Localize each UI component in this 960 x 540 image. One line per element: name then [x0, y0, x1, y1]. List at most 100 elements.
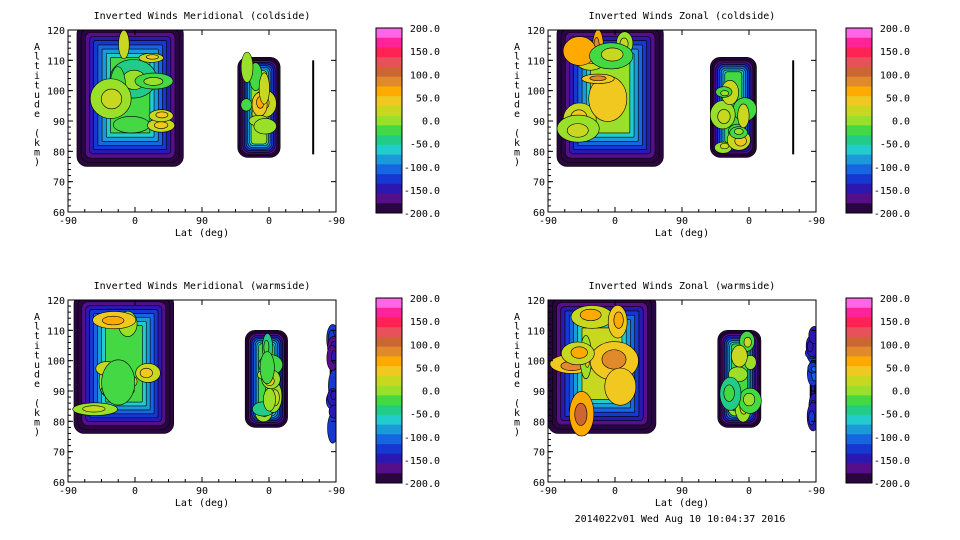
y-tick-label: 60: [53, 208, 65, 219]
colorbar-swatch: [846, 444, 872, 455]
colorbar-swatch: [376, 164, 402, 175]
colorbar-swatch: [376, 434, 402, 445]
y-tick-label: 60: [533, 208, 545, 219]
colorbar-label: -150.0: [404, 186, 440, 197]
colorbar-swatch: [846, 375, 872, 386]
colorbar-swatch: [376, 346, 402, 357]
colorbar-label: 200.0: [410, 294, 440, 305]
contour-patch: [258, 72, 270, 105]
y-tick-label: 120: [527, 296, 545, 307]
y-tick-label: 120: [47, 296, 65, 307]
contour-patch: [112, 116, 150, 134]
contour-region: [325, 324, 336, 444]
colorbar-swatch: [846, 405, 872, 416]
footer-timestamp: 2014022v01 Wed Aug 10 10:04:37 2016: [574, 514, 786, 525]
colorbar-label: -200.0: [404, 479, 440, 490]
contour-patch: [155, 111, 169, 119]
colorbar-swatch: [846, 174, 872, 185]
y-tick-label: 100: [527, 87, 545, 98]
colorbar-label: -100.0: [404, 433, 440, 444]
colorbar-swatch: [846, 183, 872, 194]
contour-region: [312, 60, 315, 155]
contour-patch: [330, 390, 336, 400]
colorbar-swatch: [376, 96, 402, 107]
contour-patch: [731, 344, 748, 368]
colorbar-label: 100.0: [410, 340, 440, 351]
colorbar-swatch: [846, 115, 872, 126]
x-axis-label: Lat (deg): [655, 228, 709, 239]
contour-patch: [574, 402, 588, 426]
contour-region-edge: [312, 60, 315, 155]
colorbar-frame: [845, 297, 873, 484]
y-tick-label: 80: [533, 417, 545, 428]
colorbar-swatch: [846, 453, 872, 464]
contour-patch: [723, 384, 735, 402]
x-axis-label: Lat (deg): [655, 498, 709, 509]
colorbar-swatch: [846, 57, 872, 68]
y-tick-label: 100: [527, 357, 545, 368]
colorbar-swatch: [846, 307, 872, 318]
contour-patch: [566, 123, 589, 138]
colorbar-swatch: [376, 414, 402, 425]
colorbar-swatch: [846, 96, 872, 107]
colorbar-swatch: [376, 375, 402, 386]
contour-field: [556, 30, 795, 167]
colorbar-label: 0.0: [892, 387, 910, 398]
colorbar-swatch: [376, 453, 402, 464]
contour-patch: [259, 351, 275, 385]
chart-title: Inverted Winds Meridional (coldside): [94, 11, 311, 22]
colorbar-swatch: [376, 385, 402, 396]
colorbar-swatch: [376, 203, 402, 214]
colorbar-swatch: [376, 57, 402, 68]
y-tick-label: 70: [53, 448, 65, 459]
contour-patch: [737, 103, 750, 129]
x-tick-label: 0: [266, 216, 272, 227]
chart-panel-1: -90 0 90 0 -90 120 110 100 90 80 70 60 Inverted Wind…: [34, 11, 440, 239]
colorbar-label: 50.0: [886, 363, 910, 374]
colorbar-swatch: [846, 105, 872, 116]
colorbar-swatch: [376, 105, 402, 116]
y-tick-label: 110: [47, 56, 65, 67]
colorbar-swatch: [376, 154, 402, 165]
contour-region: [792, 60, 795, 155]
contour-field: [76, 30, 315, 167]
chart-title: Inverted Winds Zonal (warmside): [589, 281, 776, 292]
colorbar-swatch: [376, 444, 402, 455]
contour-patch: [808, 410, 815, 426]
contour-patch: [579, 308, 602, 321]
colorbar-swatch: [846, 346, 872, 357]
x-axis-label: Lat (deg): [175, 498, 229, 509]
colorbar: 200.0 150.0 100.0 50.0 0.0 -50.0 -100.0 -150.0 -…: [845, 294, 910, 490]
colorbar: 200.0 150.0 100.0 50.0 0.0 -50.0 -100.0 -150.0 -…: [375, 24, 440, 220]
x-tick-label: -90: [539, 486, 557, 497]
colorbar-swatch: [846, 434, 872, 445]
x-tick-label: 0: [132, 486, 138, 497]
contour-patch: [139, 367, 153, 379]
colorbar-swatch: [376, 47, 402, 58]
y-tick-label: 70: [533, 178, 545, 189]
colorbar-swatch: [376, 336, 402, 347]
colorbar-label: -100.0: [874, 163, 910, 174]
contour-patch: [734, 128, 744, 135]
contour-region: [556, 30, 664, 167]
y-tick-label: 80: [533, 147, 545, 158]
y-tick-label: 60: [533, 478, 545, 489]
colorbar-swatch: [846, 125, 872, 136]
colorbar-swatch: [846, 395, 872, 406]
contour-region: [805, 326, 816, 432]
y-tick-label: 110: [47, 326, 65, 337]
colorbar-swatch: [846, 424, 872, 435]
colorbar-swatch: [846, 385, 872, 396]
y-tick-label: 100: [47, 87, 65, 98]
contour-patch: [263, 388, 276, 412]
colorbar-swatch: [376, 395, 402, 406]
contour-patch: [811, 366, 816, 373]
x-tick-label: 90: [196, 216, 208, 227]
x-tick-label: 0: [132, 216, 138, 227]
contour-patch: [604, 367, 637, 406]
colorbar-label: 150.0: [880, 47, 910, 58]
x-tick-label: -90: [539, 216, 557, 227]
colorbar-label: -200.0: [874, 209, 910, 220]
y-tick-label: 90: [53, 117, 65, 128]
